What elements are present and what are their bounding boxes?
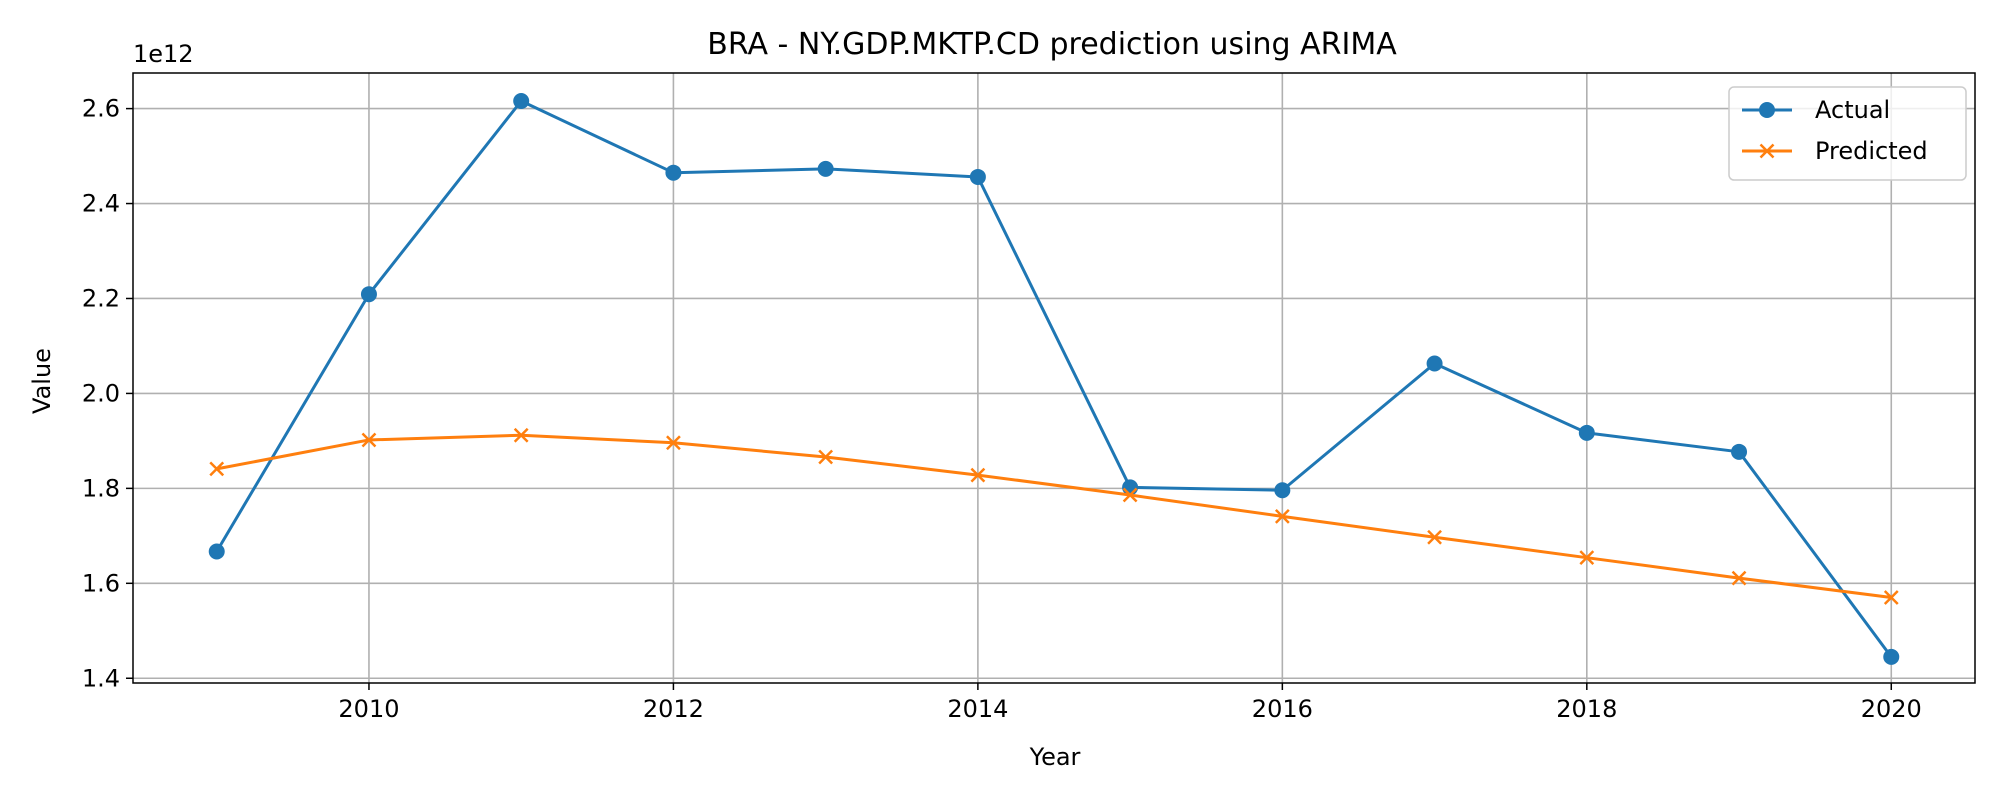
y-tick-label: 2.2: [82, 284, 120, 312]
predicted-point: [1122, 487, 1138, 503]
predicted-point: [513, 427, 529, 443]
y-tick-label: 2.0: [82, 379, 120, 407]
x-tick-label: 2012: [643, 695, 704, 723]
legend-marker-predicted: [1759, 143, 1775, 159]
actual-point: [1426, 355, 1443, 372]
actual-point: [360, 286, 377, 303]
actual-point: [1731, 443, 1748, 460]
x-tick-label: 2020: [1861, 695, 1922, 723]
y-tick-label: 2.4: [82, 190, 120, 218]
predicted-point: [1274, 508, 1290, 524]
x-tick-label: 2010: [338, 695, 399, 723]
chart-title: BRA - NY.GDP.MKTP.CD prediction using AR…: [707, 27, 1397, 62]
actual-point: [208, 543, 225, 560]
legend-item-predicted: Predicted: [1742, 137, 1928, 165]
x-tick-label: 2014: [947, 695, 1008, 723]
series-predicted: [209, 427, 1899, 605]
actual-point: [817, 160, 834, 177]
plot-frame: [132, 72, 1976, 684]
y-tick-label: 1.4: [82, 664, 120, 692]
predicted-point: [1427, 529, 1442, 545]
legend-label-predicted: Predicted: [1815, 137, 1928, 165]
actual-point: [1578, 424, 1595, 441]
y-tick-label: 1.6: [82, 569, 120, 597]
actual-line: [215, 99, 1893, 658]
x-tick-label: 2016: [1252, 695, 1313, 723]
y-offset-label: 1e12: [133, 40, 194, 68]
legend: Actual Predicted: [1728, 86, 1967, 181]
actual-point: [513, 93, 530, 110]
x-axis-label: Year: [1029, 743, 1081, 771]
series-actual: [208, 93, 1900, 665]
predicted-point: [666, 435, 681, 451]
actual-point: [1883, 648, 1900, 665]
legend-label-actual: Actual: [1815, 96, 1890, 124]
predicted-point: [1579, 550, 1595, 566]
actual-point: [969, 168, 986, 185]
actual-point: [1274, 482, 1291, 499]
axis-ticks: 2010 2012 2014 2016 2018 2020 1.4 1.6 1.8 2.0 2.2 2…: [82, 95, 1922, 723]
legend-item-actual: Actual: [1742, 96, 1890, 124]
predicted-point: [970, 467, 986, 483]
x-tick-label: 2018: [1556, 695, 1617, 723]
predicted-line: [216, 433, 1892, 600]
predicted-point: [361, 432, 377, 448]
y-axis-label: Value: [28, 348, 56, 414]
predicted-point: [209, 461, 225, 477]
actual-point: [665, 164, 682, 181]
predicted-point: [1731, 570, 1747, 586]
series-layer: [208, 93, 1900, 665]
y-tick-label: 1.8: [82, 474, 120, 502]
legend-marker-actual: [1759, 102, 1775, 118]
grid: [133, 73, 1975, 683]
predicted-point: [818, 449, 834, 465]
predicted-point: [1883, 590, 1899, 605]
y-tick-label: 2.6: [82, 95, 120, 123]
